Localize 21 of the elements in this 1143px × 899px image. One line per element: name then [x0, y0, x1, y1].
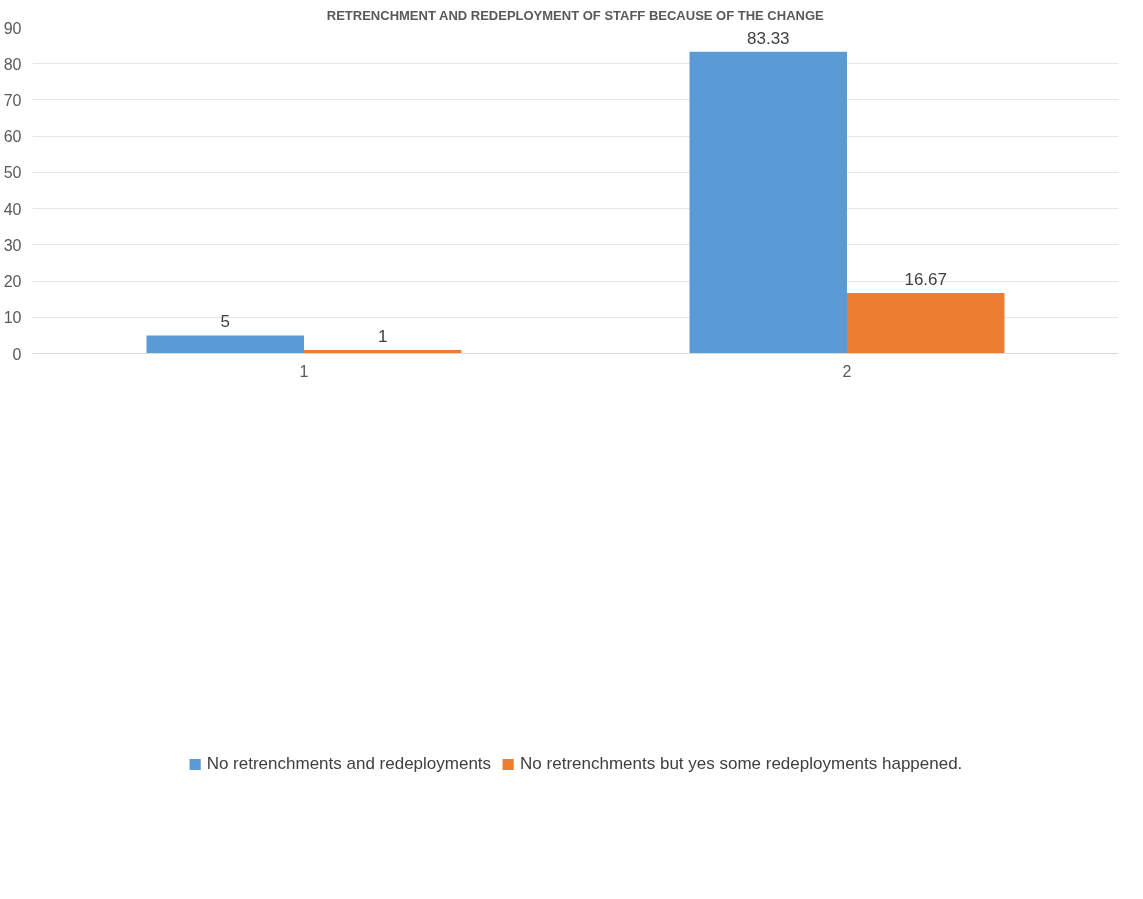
y-tick-label: 60 [3, 128, 22, 146]
bar [689, 51, 847, 354]
y-tick-label: 70 [3, 91, 22, 109]
y-tick-label: 30 [3, 236, 22, 254]
y-tick-label: 10 [3, 309, 22, 327]
y-tick-label: 40 [3, 200, 22, 218]
data-label: 83.33 [746, 28, 790, 48]
y-tick-label: 90 [3, 19, 22, 37]
y-tick-label: 0 [12, 345, 22, 363]
data-label: 5 [220, 312, 231, 332]
x-tick-label: 2 [842, 362, 852, 380]
bar [146, 335, 304, 354]
data-label: 16.67 [904, 270, 948, 290]
bar [847, 293, 1005, 354]
y-tick-label: 80 [3, 55, 22, 73]
y-tick-label: 50 [3, 164, 22, 182]
chart-title: RETRENCHMENT AND REDEPLOYMENT OF STAFF BECAUSE OF THE CHANGE [326, 7, 825, 23]
legend-label: No retrenchments but yes some redeployments happened. [520, 754, 963, 774]
legend-label: No retrenchments and redeployments [206, 754, 492, 774]
data-label: 1 [378, 326, 388, 346]
y-tick-label: 20 [3, 273, 22, 291]
